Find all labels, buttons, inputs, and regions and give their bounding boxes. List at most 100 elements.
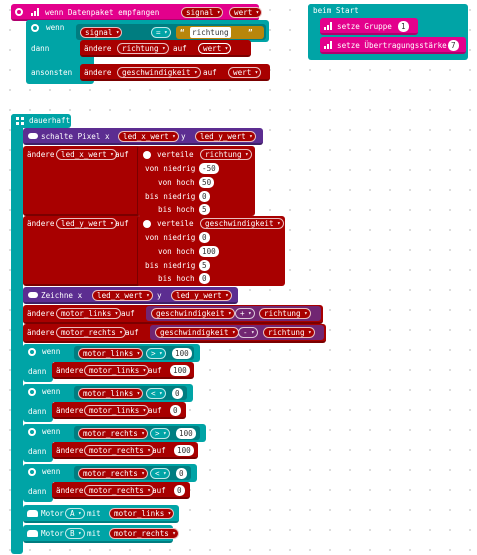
cmp-var-motor-links[interactable]: motor_links [78,388,144,399]
cmp-op-gt[interactable]: > [150,428,170,439]
motor-select-b[interactable]: B [65,528,85,539]
set-var-motor-rechts[interactable]: motor_rechts [56,327,126,338]
operand-geschwindigkeit[interactable]: geschwindigkeit [155,327,239,338]
motor-a-block[interactable]: Motor A mit motor_links [23,505,179,523]
operand-richtung[interactable]: richtung [263,327,315,338]
motor-b-speed[interactable]: motor_rechts [109,528,179,539]
math-operator-plus[interactable]: + [235,308,255,319]
set-motor-rechts-block[interactable]: ändere motor_rechts auf geschwindigkeit … [23,324,326,343]
car-icon [27,530,38,537]
cmp-num-0[interactable]: 0 [176,468,187,479]
cmp-num-100[interactable]: 100 [172,348,192,359]
cmp-num-100[interactable]: 100 [176,428,196,439]
set-var-geschwindigkeit[interactable]: geschwindigkeit [117,67,201,78]
cmp-op-lt[interactable]: < [146,388,166,399]
signal-bars-icon [324,22,334,30]
quote-close: ” [248,28,253,37]
toggle-icon [28,292,38,298]
plot-y[interactable]: led_y_wert [171,290,232,301]
if-label: wenn [46,23,65,32]
cmp-var-motor-rechts[interactable]: motor_rechts [78,428,148,439]
gear-icon[interactable] [28,388,36,396]
if-else-middle-bar [26,58,86,68]
motor-select-a[interactable]: A [65,508,85,519]
on-start-header[interactable] [308,4,360,18]
set-var-richtung[interactable]: richtung [117,43,169,54]
map-y-to-high[interactable]: 0 [199,273,210,284]
forever-block[interactable] [11,114,23,554]
map-x-source[interactable]: richtung [200,149,252,160]
set-var-motor-links[interactable]: motor_links [56,308,122,319]
value-wert[interactable]: wert [198,43,232,54]
map-y-from-high[interactable]: 100 [199,246,219,257]
value-wert[interactable]: wert [228,67,262,78]
set-motor-rechts-0-block[interactable]: ändere motor_rechts auf 0 [52,482,190,499]
signal-bars-icon [324,41,334,49]
set-var-led-y[interactable]: led_y_wert [56,218,117,229]
set-var-motor-links[interactable]: motor_links [84,365,150,376]
value-100[interactable]: 100 [170,365,190,376]
cmp-op-gt[interactable]: > [146,348,166,359]
map-y-to-low[interactable]: 5 [199,260,210,271]
set-motor-links-0-block[interactable]: ändere motor_links auf 0 [52,402,186,419]
math-operator-minus[interactable]: - [238,327,258,338]
operand-richtung[interactable]: richtung [259,308,311,319]
operand-geschwindigkeit[interactable]: geschwindigkeit [151,308,235,319]
cmp-op-lt[interactable]: < [150,468,170,479]
gear-icon[interactable] [28,348,36,356]
plot-x[interactable]: led_x_wert [92,290,153,301]
plot-block[interactable]: Zeichne x led_x_wert y led_y_wert [23,287,238,304]
map-y-from-low[interactable]: 0 [199,232,210,243]
gear-icon[interactable] [15,8,23,16]
cond-var-signal[interactable]: signal [80,27,123,38]
signal-bars-icon [31,8,41,16]
cmp-var-motor-links[interactable]: motor_links [78,348,144,359]
unplot-y[interactable]: led_y_wert [195,131,256,142]
quote-open: “ [180,28,185,37]
value-100[interactable]: 100 [174,445,194,456]
set-geschwindigkeit-block[interactable]: ändere geschwindigkeit auf wert [80,64,270,81]
set-richtung-block[interactable]: ändere richtung auf wert [80,40,251,57]
then-label: dann [31,44,50,53]
map-x-from-low[interactable]: -50 [199,163,219,174]
map-x-from-high[interactable]: 50 [199,177,215,188]
set-var-motor-rechts[interactable]: motor_rechts [84,485,154,496]
set-var-motor-links[interactable]: motor_links [84,405,150,416]
map-icon [143,220,151,228]
motor-b-block[interactable]: Motor B mit motor_rechts [23,525,179,543]
grid-icon [16,117,24,125]
else-label: ansonsten [31,68,73,77]
received-param-signal[interactable]: signal [181,7,224,18]
gear-icon[interactable] [28,428,36,436]
group-value[interactable]: 1 [398,21,409,32]
gear-icon[interactable] [28,468,36,476]
value-0[interactable]: 0 [170,405,181,416]
forever-header[interactable]: dauerhaft [11,114,71,128]
on-start-label: beim Start [313,6,359,15]
cond-operator[interactable]: = [151,27,171,38]
unplot-x[interactable]: led_x_wert [118,131,179,142]
unplot-block[interactable]: schalte Pixel x led_x_wert y led_y_wert [23,128,263,145]
on-received-header: wenn Datenpaket empfangen [45,8,160,17]
set-motor-links-block[interactable]: ändere motor_links auf geschwindigkeit +… [23,305,323,324]
motor-a-speed[interactable]: motor_links [109,508,175,519]
gear-icon[interactable] [31,24,39,32]
set-motor-links-100-block[interactable]: ändere motor_links auf 100 [52,362,194,379]
cmp-var-motor-rechts[interactable]: motor_rechts [78,468,148,479]
set-group-block[interactable]: setze Gruppe 1 [320,18,418,35]
map-x-to-high[interactable]: 5 [199,204,210,215]
set-motor-rechts-100-block[interactable]: ändere motor_rechts auf 100 [52,442,198,459]
power-value[interactable]: 7 [448,40,459,51]
on-received-block[interactable]: wenn Datenpaket empfangen signal wert [11,4,263,21]
set-var-motor-rechts[interactable]: motor_rechts [84,445,154,456]
cond-string-richtung[interactable]: richtung [190,27,231,38]
toggle-icon [28,133,38,139]
set-var-led-x[interactable]: led_x_wert [56,149,117,160]
value-0[interactable]: 0 [174,485,185,496]
received-param-wert[interactable]: wert [229,7,263,18]
car-icon [27,510,38,517]
map-y-source[interactable]: geschwindigkeit [200,218,284,229]
set-power-block[interactable]: setze Übertragungsstärke 7 [320,37,466,54]
map-x-to-low[interactable]: 0 [199,191,210,202]
cmp-num-0[interactable]: 0 [172,388,183,399]
